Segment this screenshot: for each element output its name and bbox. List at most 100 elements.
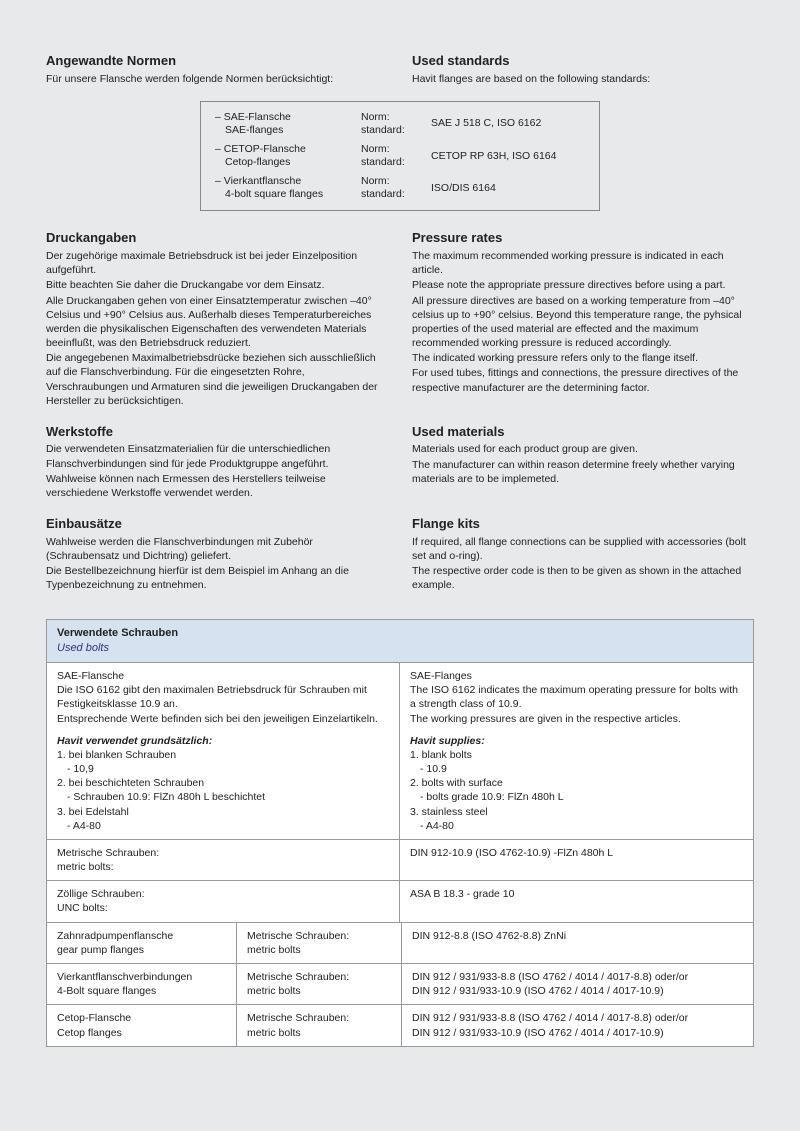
text: SAE-Flanges bbox=[410, 669, 743, 683]
text: Die ISO 6162 gibt den maximalen Betriebs… bbox=[57, 683, 389, 711]
table-row: Metrische Schrauben: metric bolts: DIN 9… bbox=[47, 840, 753, 881]
text: - A4-80 bbox=[410, 819, 743, 833]
std-right: SAE J 518 C, ISO 6162 bbox=[431, 117, 589, 130]
table-row: Vierkantflanschverbindungen 4-Bolt squar… bbox=[47, 964, 753, 1005]
cell: ASA B 18.3 - grade 10 bbox=[400, 881, 753, 921]
text: UNC bolts: bbox=[57, 901, 389, 915]
text: metric bolts bbox=[247, 1026, 391, 1040]
text: 1. blank bolts bbox=[410, 748, 743, 762]
cell: Metrische Schrauben: metric bolts bbox=[237, 923, 402, 963]
text: Zahnradpumpenflansche bbox=[57, 929, 226, 943]
text: Materials used for each product group ar… bbox=[412, 442, 754, 456]
text: DIN 912 / 931/933-10.9 (ISO 4762 / 4014 … bbox=[412, 984, 743, 998]
table-title-en: Used bolts bbox=[57, 641, 743, 656]
text: - 10.9 bbox=[410, 762, 743, 776]
text: DIN 912 / 931/933-8.8 (ISO 4762 / 4014 /… bbox=[412, 1011, 743, 1025]
text: Metrische Schrauben: bbox=[247, 970, 391, 984]
pressure-head-de: Druckangaben bbox=[46, 229, 388, 247]
used-bolts-table: Verwendete Schrauben Used bolts SAE-Flan… bbox=[46, 619, 754, 1046]
std-mid: Norm: standard: bbox=[361, 143, 431, 169]
text: – Vierkantflansche bbox=[215, 175, 301, 187]
standards-head-en: Used standards bbox=[412, 52, 754, 70]
text: Die Bestellbezeichnung hierfür ist dem B… bbox=[46, 564, 388, 592]
standards-row: – Vierkantflansche 4-bolt square flanges… bbox=[211, 172, 589, 204]
std-left: – CETOP-Flansche Cetop-flanges bbox=[211, 143, 361, 169]
text: SAE-flanges bbox=[215, 124, 361, 137]
text: Metrische Schrauben: bbox=[247, 929, 391, 943]
text: 4-bolt square flanges bbox=[215, 188, 361, 201]
text: SAE-Flansche bbox=[57, 669, 389, 683]
std-left: – Vierkantflansche 4-bolt square flanges bbox=[211, 175, 361, 201]
standards-head-de: Angewandte Normen bbox=[46, 52, 388, 70]
text: Havit supplies: bbox=[410, 734, 743, 748]
text: Cetop-Flansche bbox=[57, 1011, 226, 1025]
text: Norm: bbox=[361, 111, 390, 123]
std-right: ISO/DIS 6164 bbox=[431, 182, 589, 195]
text: DIN 912 / 931/933-8.8 (ISO 4762 / 4014 /… bbox=[412, 970, 743, 984]
text: standard: bbox=[361, 188, 405, 200]
text: - 10,9 bbox=[57, 762, 389, 776]
sae-en-cell: SAE-Flanges The ISO 6162 indicates the m… bbox=[400, 663, 753, 839]
text: The respective order code is then to be … bbox=[412, 564, 754, 592]
cell: Cetop-Flansche Cetop flanges bbox=[47, 1005, 237, 1045]
cell: Metrische Schrauben: metric bolts: bbox=[47, 840, 400, 880]
text: The indicated working pressure refers on… bbox=[412, 351, 754, 365]
standards-section: Angewandte Normen Für unsere Flansche we… bbox=[46, 52, 754, 87]
pressure-section: Druckangaben Der zugehörige maximale Bet… bbox=[46, 229, 754, 408]
std-mid: Norm: standard: bbox=[361, 175, 431, 201]
text: Entsprechende Werte befinden sich bei de… bbox=[57, 712, 389, 726]
std-left: – SAE-Flansche SAE-flanges bbox=[211, 111, 361, 137]
standards-sub-en: Havit flanges are based on the following… bbox=[412, 72, 754, 86]
standards-row: – CETOP-Flansche Cetop-flanges Norm: sta… bbox=[211, 140, 589, 172]
text: Havit verwendet grundsätzlich: bbox=[57, 734, 389, 748]
cell: Zöllige Schrauben: UNC bolts: bbox=[47, 881, 400, 921]
cell: DIN 912 / 931/933-8.8 (ISO 4762 / 4014 /… bbox=[402, 1005, 753, 1045]
kits-de: Einbausätze Wahlweise werden die Flansch… bbox=[46, 515, 388, 593]
text: Metrische Schrauben: bbox=[57, 846, 389, 860]
standards-row: – SAE-Flansche SAE-flanges Norm: standar… bbox=[211, 108, 589, 140]
text: metric bolts: bbox=[57, 860, 389, 874]
table-row: Zahnradpumpenflansche gear pump flanges … bbox=[47, 923, 753, 964]
text: 1. bei blanken Schrauben bbox=[57, 748, 389, 762]
text: 4-Bolt square flanges bbox=[57, 984, 226, 998]
materials-de: Werkstoffe Die verwendeten Einsatzmateri… bbox=[46, 423, 388, 501]
page: Angewandte Normen Für unsere Flansche we… bbox=[0, 0, 800, 1087]
kits-head-en: Flange kits bbox=[412, 515, 754, 533]
cell: Metrische Schrauben: metric bolts bbox=[237, 1005, 402, 1045]
text: - Schrauben 10.9: FlZn 480h L beschichte… bbox=[57, 790, 389, 804]
table-row: Cetop-Flansche Cetop flanges Metrische S… bbox=[47, 1005, 753, 1045]
text: Norm: bbox=[361, 175, 390, 187]
cell: Zahnradpumpenflansche gear pump flanges bbox=[47, 923, 237, 963]
std-mid: Norm: standard: bbox=[361, 111, 431, 137]
text: The ISO 6162 indicates the maximum opera… bbox=[410, 683, 743, 711]
text: DIN 912 / 931/933-10.9 (ISO 4762 / 4014 … bbox=[412, 1026, 743, 1040]
kits-head-de: Einbausätze bbox=[46, 515, 388, 533]
text: Cetop flanges bbox=[57, 1026, 226, 1040]
pressure-de: Druckangaben Der zugehörige maximale Bet… bbox=[46, 229, 388, 408]
text: Cetop-flanges bbox=[215, 156, 361, 169]
text: metric bolts bbox=[247, 984, 391, 998]
table-row: Zöllige Schrauben: UNC bolts: ASA B 18.3… bbox=[47, 881, 753, 922]
std-right: CETOP RP 63H, ISO 6164 bbox=[431, 150, 589, 163]
standards-box: – SAE-Flansche SAE-flanges Norm: standar… bbox=[200, 101, 600, 212]
text: - A4-80 bbox=[57, 819, 389, 833]
standards-en: Used standards Havit flanges are based o… bbox=[412, 52, 754, 87]
text: Metrische Schrauben: bbox=[247, 1011, 391, 1025]
text: – CETOP-Flansche bbox=[215, 143, 306, 155]
pressure-en: Pressure rates The maximum recommended w… bbox=[412, 229, 754, 408]
kits-en: Flange kits If required, all flange conn… bbox=[412, 515, 754, 593]
materials-head-de: Werkstoffe bbox=[46, 423, 388, 441]
standards-de: Angewandte Normen Für unsere Flansche we… bbox=[46, 52, 388, 87]
text: standard: bbox=[361, 156, 405, 168]
text: Please note the appropriate pressure dir… bbox=[412, 278, 754, 292]
text: The manufacturer can within reason deter… bbox=[412, 458, 754, 486]
materials-en: Used materials Materials used for each p… bbox=[412, 423, 754, 501]
text: Alle Druckangaben gehen von einer Einsat… bbox=[46, 294, 388, 351]
text: Bitte beachten Sie daher die Druckangabe… bbox=[46, 278, 388, 292]
text: gear pump flanges bbox=[57, 943, 226, 957]
standards-sub-de: Für unsere Flansche werden folgende Norm… bbox=[46, 72, 388, 86]
text: For used tubes, fittings and connections… bbox=[412, 366, 754, 394]
cell: DIN 912-10.9 (ISO 4762-10.9) -FlZn 480h … bbox=[400, 840, 753, 880]
sae-de-cell: SAE-Flansche Die ISO 6162 gibt den maxim… bbox=[47, 663, 400, 839]
cell: DIN 912-8.8 (ISO 4762-8.8) ZnNi bbox=[402, 923, 753, 963]
